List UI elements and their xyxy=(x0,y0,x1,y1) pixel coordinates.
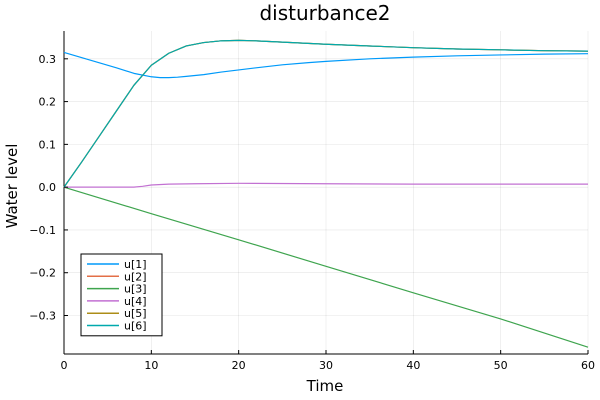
legend-label: u[3] xyxy=(124,283,147,296)
x-tick-label: 40 xyxy=(406,359,420,372)
legend-label: u[4] xyxy=(124,295,147,308)
y-tick-label: 0.3 xyxy=(39,53,57,66)
legend-label: u[5] xyxy=(124,307,147,320)
x-axis-label: Time xyxy=(306,377,344,395)
x-tick-label: 50 xyxy=(494,359,508,372)
x-tick-label: 60 xyxy=(581,359,595,372)
legend: u[1]u[2]u[3]u[4]u[5]u[6] xyxy=(80,253,163,337)
y-tick-label: −0.3 xyxy=(29,309,56,322)
y-tick-label: 0.0 xyxy=(39,181,57,194)
series-lines xyxy=(63,39,589,348)
x-tick-label: 0 xyxy=(61,359,68,372)
series-line-1 xyxy=(63,51,589,79)
y-tick-label: 0.1 xyxy=(39,138,57,151)
y-tick-label: −0.2 xyxy=(29,267,56,280)
y-tick-label: −0.1 xyxy=(29,224,56,237)
chart-title: disturbance2 xyxy=(259,1,390,25)
x-tick-label: 10 xyxy=(144,359,158,372)
tick-labels: 0 10 20 30 40 50 60 −0.3 −0.2 −0.1 0.0 0.1 0.2 0.3 xyxy=(29,53,595,372)
legend-label: u[2] xyxy=(124,270,147,283)
legend-label: u[1] xyxy=(124,258,147,271)
series-line-6 xyxy=(63,39,589,188)
series-line-4 xyxy=(64,182,588,188)
legend-label: u[6] xyxy=(124,320,147,333)
x-tick-label: 20 xyxy=(232,359,246,372)
legend-box xyxy=(80,253,163,337)
y-tick-label: 0.2 xyxy=(39,96,57,109)
y-axis-label: Water level xyxy=(3,144,21,229)
series-line-3 xyxy=(63,186,589,348)
x-tick-label: 30 xyxy=(319,359,333,372)
grid-lines xyxy=(63,31,589,354)
